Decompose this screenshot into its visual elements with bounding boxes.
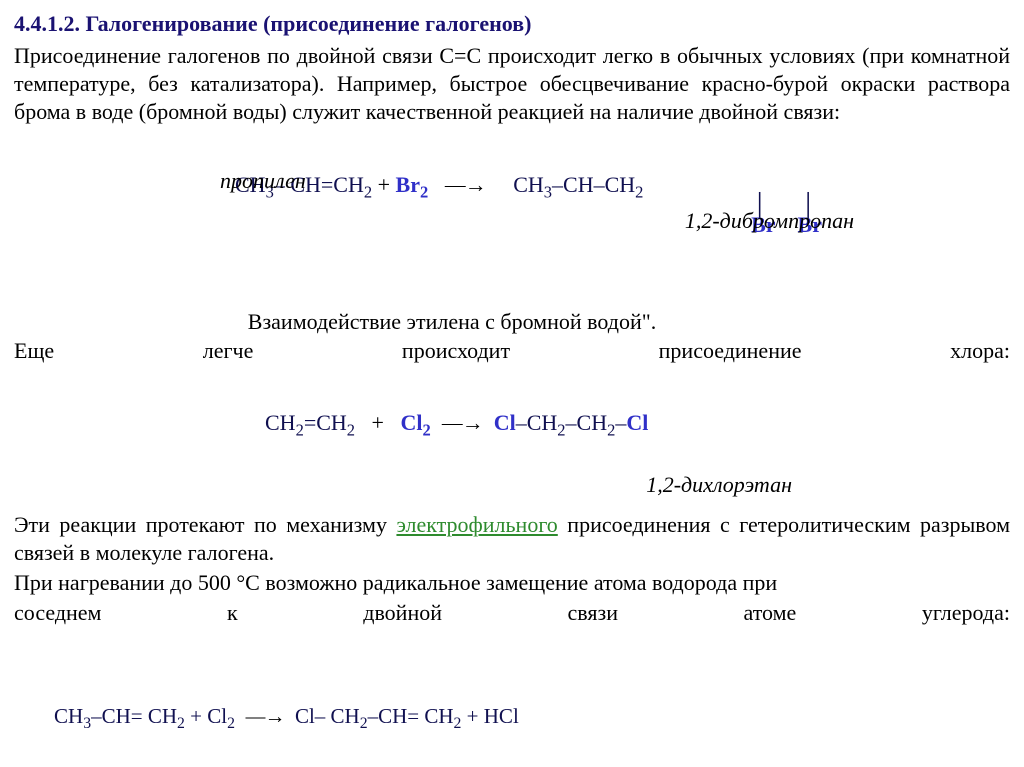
paragraph-5b: соседнем к двойной связи атоме углерода:: [14, 599, 1010, 627]
heading-title: Галогенирование (присоединение галогенов…: [86, 11, 532, 36]
reaction-3: CH3–CH= CH2 + Cl2 ⎯⎯→ Cl– CH2–CH= CH2 + …: [14, 703, 1010, 734]
paragraph-1: Присоединение галогенов по двойной связи…: [14, 42, 1010, 126]
product-label-1: 1,2-дибромпропан: [685, 207, 854, 235]
reaction-1: CH3– CH=CH2 + Br2 ⎯⎯→ CH3–CH–CH2 пропиле…: [14, 143, 1010, 231]
section-heading: 4.4.1.2. Галогенирование (присоединение …: [14, 10, 1010, 38]
electrophilic-link[interactable]: электрофильного: [396, 512, 557, 537]
heading-number: 4.4.1.2.: [14, 11, 80, 36]
paragraph-4: Эти реакции протекают по механизму элект…: [14, 511, 1010, 567]
paragraph-3: Еще легче происходит присоединение хлора…: [14, 337, 1010, 365]
reactant-label: пропилен: [220, 167, 306, 195]
product-label-2: 1,2-дихлорэтан: [232, 471, 792, 499]
reaction-2: CH2=CH2 + Cl2 ⎯⎯→ Cl–CH2–CH2–Cl 1,2-дихл…: [14, 381, 1010, 499]
caption-ethylene: Взаимодействие этилена с бромной водой".: [0, 308, 1010, 336]
paragraph-5a: При нагревании до 500 °С возможно радика…: [14, 569, 1010, 597]
